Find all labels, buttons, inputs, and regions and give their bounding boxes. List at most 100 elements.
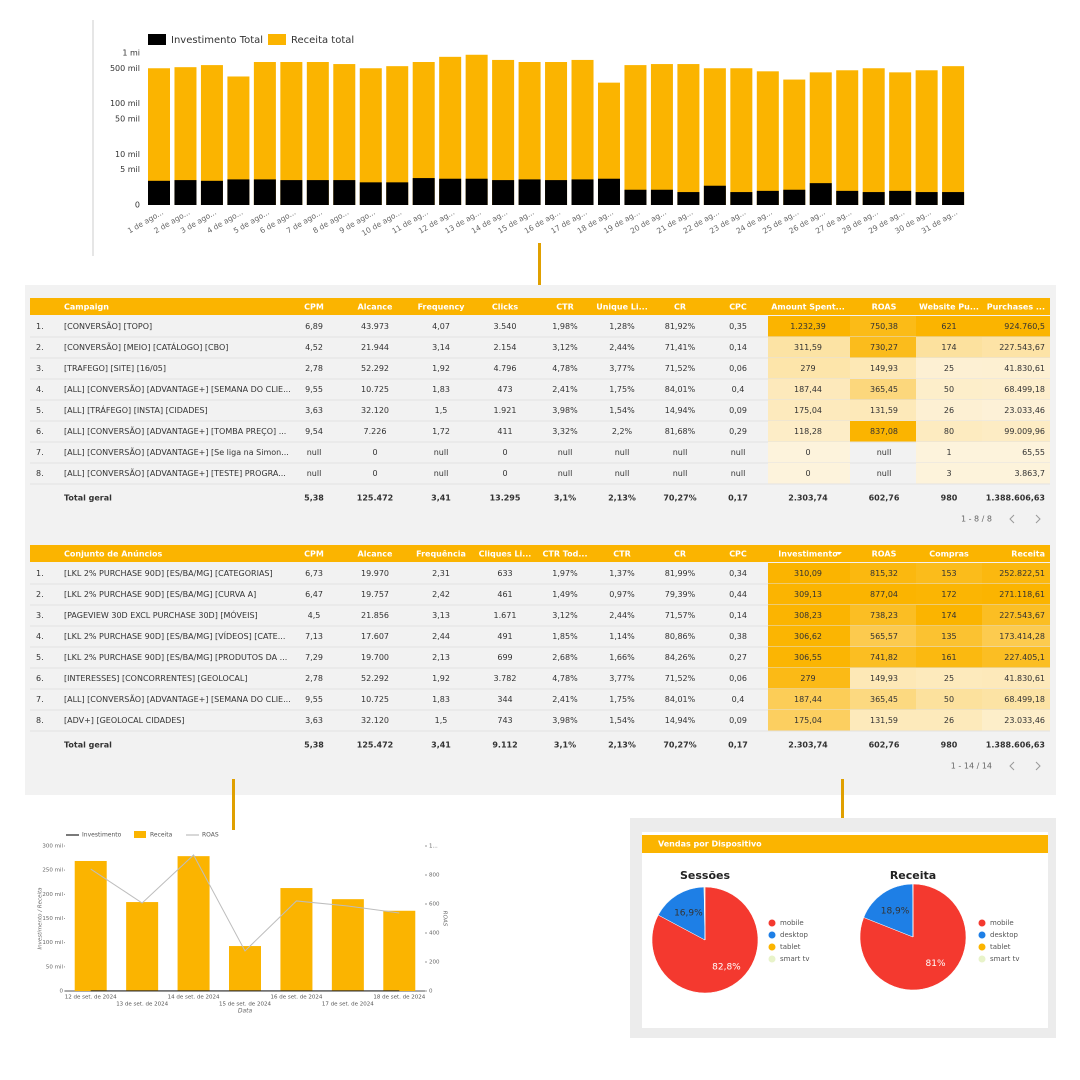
- bar: [359, 68, 382, 205]
- table-cell: 149,93: [870, 674, 898, 683]
- table-cell: 344: [497, 695, 512, 704]
- bar: [677, 64, 700, 205]
- table-cell: 1,5: [435, 406, 448, 415]
- table-cell: 84,01%: [665, 385, 696, 394]
- legend-label: smart tv: [780, 955, 810, 963]
- table-cell: 1,92: [432, 364, 450, 373]
- table-cell: 173.414,28: [999, 632, 1045, 641]
- table-cell: 2,78: [305, 674, 323, 683]
- heat-cell: [982, 442, 1050, 463]
- column-header: CPM: [304, 303, 324, 312]
- table-cell: [PAGEVIEW 30D EXCL PURCHASE 30D] [MÓVEIS…: [64, 609, 258, 620]
- table-cell: 80,86%: [665, 632, 696, 641]
- table-cell: 172: [941, 590, 956, 599]
- table-cell: 4,78%: [552, 364, 578, 373]
- bar: [518, 179, 541, 205]
- table-cell: 3,32%: [552, 427, 578, 436]
- column-header: ROAS: [872, 550, 897, 559]
- table-cell: 19.970: [361, 569, 389, 578]
- bar: [253, 62, 276, 206]
- y-tick-label: 250 mil: [42, 868, 63, 874]
- table-cell: [LKL 2% PURCHASE 90D] [ES/BA/MG] [CURVA …: [64, 590, 256, 599]
- total-cell: Total geral: [64, 494, 112, 503]
- table-cell: 3: [946, 469, 951, 478]
- total-cell: 1.388.606,63: [986, 494, 1045, 503]
- table-cell: 311,59: [794, 343, 822, 352]
- table-cell: 2,13: [432, 653, 450, 662]
- total-cell: 3,1%: [554, 494, 576, 503]
- table-cell: 68.499,18: [1004, 385, 1045, 394]
- heat-cell: [850, 605, 916, 626]
- table-cell: 3,63: [305, 406, 323, 415]
- table-cell: 633: [497, 569, 512, 578]
- heat-cell: [982, 379, 1050, 400]
- heat-cell: [850, 626, 916, 647]
- table-cell: 1,28%: [609, 322, 635, 331]
- next-page[interactable]: [1035, 514, 1041, 524]
- bar: [809, 72, 832, 205]
- heat-cell: [768, 400, 850, 421]
- table-cell: 621: [941, 322, 956, 331]
- column-header: Clicks: [492, 303, 518, 312]
- table-cell: 6.: [36, 427, 44, 436]
- bar: [331, 899, 364, 991]
- column-header: Conjunto de Anúncios: [64, 550, 162, 559]
- table-cell: [ALL] [CONVERSÃO] [ADVANTAGE+] [TOMBA PR…: [64, 426, 286, 436]
- heat-cell: [982, 316, 1050, 337]
- prev-page[interactable]: [1009, 761, 1015, 771]
- bar: [783, 189, 806, 205]
- column-header: Compras: [929, 550, 969, 559]
- bar: [174, 180, 197, 205]
- total-cell: 602,76: [869, 494, 900, 503]
- legend-swatch: [978, 919, 986, 927]
- bar: [253, 179, 276, 205]
- total-cell: 2,13%: [608, 494, 636, 503]
- table-cell: 1,54%: [609, 716, 635, 725]
- x-tick-label: 14 de set. de 2024: [168, 995, 220, 1001]
- table-cell: 815,32: [870, 569, 898, 578]
- bar: [915, 70, 938, 205]
- table-header: [30, 298, 1050, 315]
- table-cell: 2.154: [494, 343, 517, 352]
- table-cell: null: [307, 469, 322, 478]
- table-cell: 68.499,18: [1004, 695, 1045, 704]
- heat-cell: [768, 358, 850, 379]
- table-cell: 135: [941, 632, 956, 641]
- table-cell: 2.: [36, 343, 44, 352]
- prev-page[interactable]: [1009, 514, 1015, 524]
- table-cell: null: [877, 448, 892, 457]
- table-cell: null: [615, 469, 630, 478]
- heat-cell: [916, 337, 982, 358]
- heat-cell: [850, 563, 916, 584]
- pagination: 1 - 14 / 14: [951, 762, 992, 771]
- table-cell: [INTERESSES] [CONCORRENTES] [GEOLOCAL]: [64, 674, 247, 683]
- table-cell: 19.700: [361, 653, 389, 662]
- total-cell: 70,27%: [663, 741, 696, 750]
- table-cell: [ALL] [CONVERSÃO] [ADVANTAGE+] [TESTE] P…: [64, 468, 286, 478]
- legend-label: Receita: [150, 832, 173, 839]
- table-cell: 10.725: [361, 385, 389, 394]
- y-tick-label: 500 mil: [110, 64, 140, 73]
- table-cell: 175,04: [794, 716, 822, 725]
- table-cell: 3.: [36, 364, 44, 373]
- bar: [518, 62, 541, 206]
- table-cell: 43.973: [361, 322, 389, 331]
- total-cell: 0,17: [728, 494, 748, 503]
- next-page[interactable]: [1035, 761, 1041, 771]
- table-cell: [CONVERSÃO] [MEIO] [CATÁLOGO] [CBO]: [64, 341, 228, 352]
- table-cell: 227.405,1: [1004, 653, 1045, 662]
- column-header: Frequência: [416, 549, 466, 559]
- y2-tick-label: 800: [429, 873, 440, 879]
- table-cell: 0,27: [729, 653, 747, 662]
- bar: [730, 192, 753, 205]
- column-header: CR: [674, 303, 686, 312]
- pie-title: Sessões: [680, 869, 730, 882]
- heat-cell: [850, 316, 916, 337]
- x-tick-label: 16 de set. de 2024: [270, 995, 322, 1001]
- bar: [597, 178, 620, 205]
- bar: [306, 62, 329, 206]
- column-header: CPC: [729, 550, 747, 559]
- bar: [359, 182, 382, 205]
- table-cell: 1,83: [432, 695, 450, 704]
